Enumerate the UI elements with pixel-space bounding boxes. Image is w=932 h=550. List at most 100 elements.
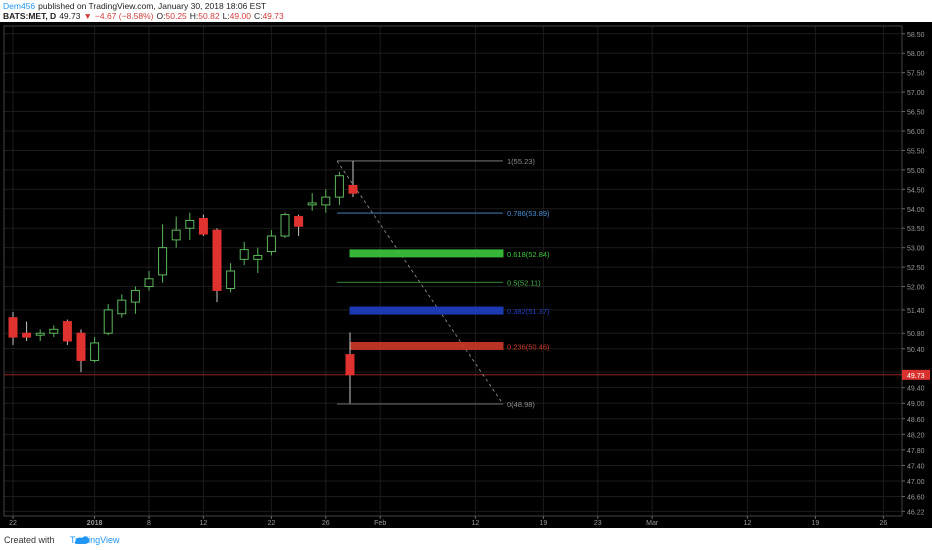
- y-tick-label: 51.40: [907, 308, 925, 315]
- y-tick-label: 48.20: [907, 432, 925, 439]
- x-tick-label: 8: [147, 520, 151, 527]
- x-tick-label: Feb: [374, 520, 386, 527]
- candle-up: [321, 196, 331, 206]
- y-tick-label: 46.22: [907, 509, 925, 516]
- y-tick-label: 52.50: [907, 265, 925, 272]
- candle-up: [117, 299, 127, 315]
- tradingview-logo-icon: [74, 536, 90, 544]
- candle-up: [253, 254, 263, 260]
- y-tick-label: 55.00: [907, 168, 925, 175]
- y-tick-label: 47.80: [907, 448, 925, 455]
- x-tick-label: 12: [200, 520, 208, 527]
- quote-line: BATS:MET, D 49.73 ▼ −4.67 (−8.58%) O:50.25 H:…: [3, 11, 287, 21]
- fib-level-band: [349, 306, 504, 315]
- y-tick-label: 53.50: [907, 226, 925, 233]
- y-tick-label: 49.40: [907, 386, 925, 393]
- price-chart[interactable]: 58.50 58.00 57.50 57.00 56.50 56.00 55.50 55.00…: [0, 22, 932, 528]
- x-tick-label: 26: [880, 520, 888, 527]
- x-tick-label: 2018: [87, 520, 103, 527]
- candle-down: [22, 332, 32, 338]
- fib-level-label: 1(55.23): [507, 157, 535, 166]
- candle-up: [334, 175, 344, 198]
- candle-up: [239, 249, 249, 260]
- current-price-label: 49.73: [907, 373, 925, 380]
- candle-up: [103, 309, 113, 334]
- y-tick-label: 52.00: [907, 285, 925, 292]
- x-tick-label: 22: [268, 520, 276, 527]
- tradingview-brand-link[interactable]: TradingView: [70, 535, 120, 545]
- candle-up: [158, 247, 168, 276]
- x-tick-label: 23: [594, 520, 602, 527]
- open-value: 50.25: [165, 11, 187, 21]
- y-tick-label: 58.00: [907, 51, 925, 58]
- current-price-marker: [902, 369, 930, 380]
- x-tick-label: 19: [540, 520, 548, 527]
- candle-up: [185, 219, 195, 229]
- down-arrow-icon: ▼: [83, 11, 92, 21]
- close-label: C:: [253, 11, 263, 21]
- candle-up: [90, 342, 100, 361]
- y-tick-label: 48.60: [907, 417, 925, 424]
- candle-up: [280, 214, 290, 237]
- x-tick-label: 26: [322, 520, 330, 527]
- y-tick-label: 50.80: [907, 331, 925, 338]
- candle-down: [212, 229, 222, 291]
- author-link[interactable]: Dem456: [3, 1, 36, 11]
- price-change: −4.67 (−8.58%): [94, 11, 154, 21]
- x-tick-label: 19: [812, 520, 820, 527]
- y-tick-label: 54.00: [907, 207, 925, 214]
- fib-level-label: 0.786(53.89): [507, 209, 550, 218]
- high-label: H:: [189, 11, 199, 21]
- low-value: 49.00: [229, 11, 251, 21]
- candle-up: [171, 229, 181, 241]
- candle-up: [307, 202, 317, 206]
- y-tick-label: 57.50: [907, 71, 925, 78]
- y-tick-label: 56.50: [907, 110, 925, 117]
- low-label: L:: [222, 11, 230, 21]
- fib-level-label: 0.236(50.46): [507, 342, 550, 351]
- x-tick-label: 12: [744, 520, 752, 527]
- candle-up: [35, 332, 45, 336]
- fib-level-band: [349, 341, 504, 350]
- fib-level-label: 0.5(52.11): [507, 278, 541, 287]
- created-with-label: Created with: [4, 535, 55, 545]
- candle-up: [266, 235, 276, 253]
- fib-level-label: 0.382(51.37): [507, 307, 550, 316]
- close-value: 49.73: [262, 11, 284, 21]
- fib-level-label: 0.618(52.84): [507, 250, 550, 259]
- y-tick-label: 47.40: [907, 463, 925, 470]
- candle-up: [226, 270, 236, 289]
- y-tick-label: 50.40: [907, 347, 925, 354]
- y-tick-label: 54.50: [907, 187, 925, 194]
- candle-down: [345, 354, 355, 376]
- publish-line: Dem456 published on TradingView.com, Janu…: [3, 1, 269, 11]
- last-price: 49.73: [59, 11, 81, 21]
- y-tick-label: 56.00: [907, 129, 925, 136]
- fib-level-band: [349, 249, 504, 258]
- candle-up: [130, 289, 140, 303]
- candle-down: [76, 332, 86, 361]
- candle-up: [144, 278, 154, 288]
- plot-border: [3, 25, 903, 517]
- publish-info: published on TradingView.com, January 30…: [38, 1, 267, 11]
- candle-down: [62, 321, 72, 342]
- candle-down: [198, 218, 208, 235]
- chart-area[interactable]: 58.50 58.00 57.50 57.00 56.50 56.00 55.50 55.00…: [0, 22, 932, 528]
- y-tick-label: 46.60: [907, 495, 925, 502]
- high-value: 50.82: [198, 11, 220, 21]
- y-tick-label: 55.50: [907, 148, 925, 155]
- fib-level-label: 0(48.98): [507, 400, 535, 409]
- fib-trend-line: [336, 160, 504, 405]
- open-label: O:: [156, 11, 166, 21]
- y-tick-label: 49.00: [907, 401, 925, 408]
- y-tick-label: 57.00: [907, 90, 925, 97]
- y-tick-label: 47.00: [907, 479, 925, 486]
- chart-header: Dem456 published on TradingView.com, Janu…: [0, 0, 932, 22]
- symbol-label: BATS:MET, D: [3, 11, 57, 21]
- y-tick-label: 58.50: [907, 32, 925, 39]
- x-tick-label: 12: [472, 520, 480, 527]
- x-tick-label: Mar: [646, 520, 659, 527]
- y-tick-label: 53.00: [907, 246, 925, 253]
- candle-down: [294, 216, 304, 227]
- chart-footer: Created with TradingView: [0, 528, 932, 550]
